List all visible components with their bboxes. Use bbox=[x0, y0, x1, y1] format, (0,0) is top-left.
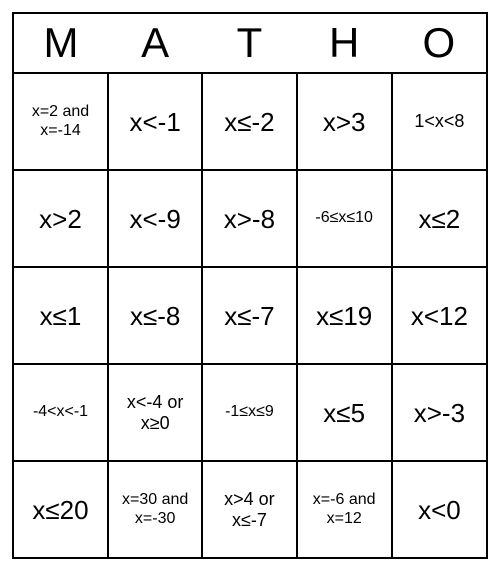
grid-cell: x>-8 bbox=[202, 170, 296, 267]
grid-cell: -6≤x≤10 bbox=[297, 170, 392, 267]
grid-cell: x≤-7 bbox=[202, 267, 296, 364]
grid-cell: 1<x<8 bbox=[392, 73, 487, 170]
grid-cell: x>-3 bbox=[392, 364, 487, 461]
grid-cell: x<-9 bbox=[108, 170, 202, 267]
grid-cell: x=2 and x=-14 bbox=[13, 73, 108, 170]
grid-row: x≤1x≤-8x≤-7x≤19x<12 bbox=[13, 267, 487, 364]
grid-cell: x>4 or x≤-7 bbox=[202, 461, 296, 558]
grid-cell: x<12 bbox=[392, 267, 487, 364]
header-letter: O bbox=[392, 13, 487, 73]
grid-cell: x>3 bbox=[297, 73, 392, 170]
header-letter: T bbox=[202, 13, 296, 73]
grid-cell: x<0 bbox=[392, 461, 487, 558]
grid-cell: x≤-8 bbox=[108, 267, 202, 364]
grid-cell: x<-1 bbox=[108, 73, 202, 170]
bingo-card: M A T H O x=2 and x=-14x<-1x≤-2x>31<x<8x… bbox=[12, 12, 488, 559]
grid-cell: x<-4 or x≥0 bbox=[108, 364, 202, 461]
grid-cell: -4<x<-1 bbox=[13, 364, 108, 461]
grid-cell: -1≤x≤9 bbox=[202, 364, 296, 461]
grid-row: x≤20x=30 and x=-30x>4 or x≤-7x=-6 and x=… bbox=[13, 461, 487, 558]
grid-cell: x=-6 and x=12 bbox=[297, 461, 392, 558]
grid-cell: x≤20 bbox=[13, 461, 108, 558]
header-letter: M bbox=[13, 13, 108, 73]
grid-cell: x≤1 bbox=[13, 267, 108, 364]
grid-cell: x≤-2 bbox=[202, 73, 296, 170]
grid-row: -4<x<-1x<-4 or x≥0-1≤x≤9x≤5x>-3 bbox=[13, 364, 487, 461]
grid-row: x=2 and x=-14x<-1x≤-2x>31<x<8 bbox=[13, 73, 487, 170]
bingo-grid: x=2 and x=-14x<-1x≤-2x>31<x<8x>2x<-9x>-8… bbox=[13, 73, 487, 558]
grid-cell: x≤19 bbox=[297, 267, 392, 364]
grid-cell: x=30 and x=-30 bbox=[108, 461, 202, 558]
header-letter: H bbox=[297, 13, 392, 73]
grid-cell: x≤2 bbox=[392, 170, 487, 267]
grid-cell: x>2 bbox=[13, 170, 108, 267]
grid-row: x>2x<-9x>-8-6≤x≤10x≤2 bbox=[13, 170, 487, 267]
grid-cell: x≤5 bbox=[297, 364, 392, 461]
header-letter: A bbox=[108, 13, 202, 73]
header-row: M A T H O bbox=[13, 13, 487, 73]
